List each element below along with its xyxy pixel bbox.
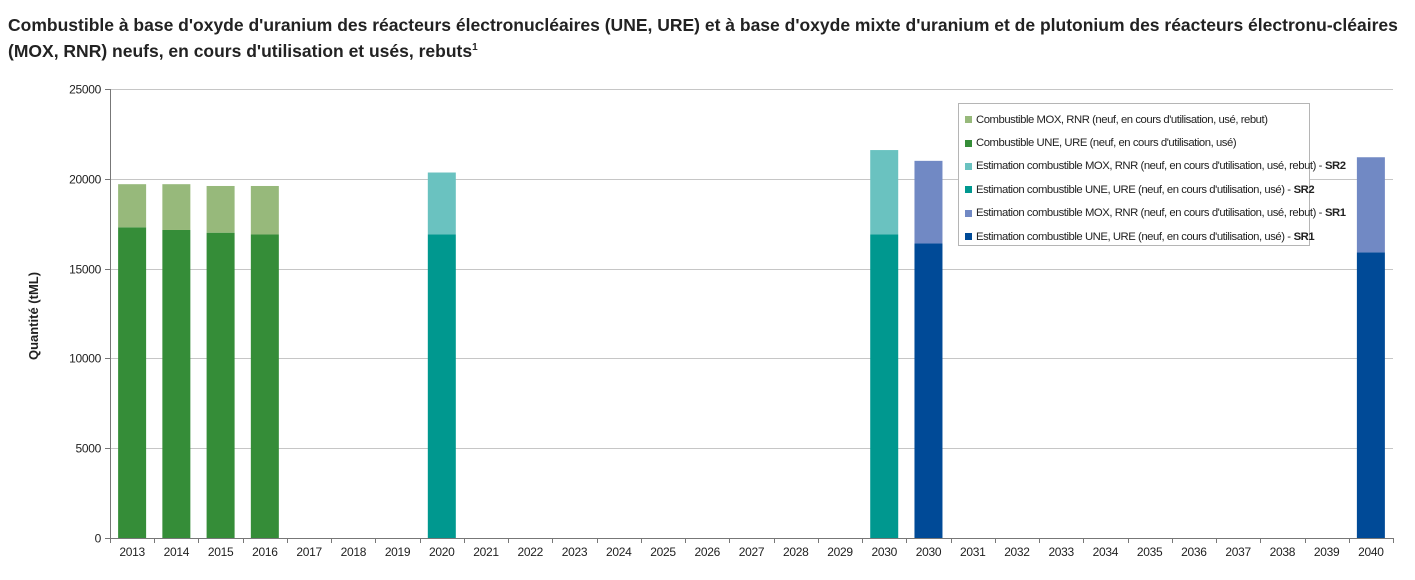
bar-segment (206, 232, 235, 538)
x-tick-label: 2030 (916, 545, 942, 559)
legend-scenario: SR1 (1324, 207, 1346, 220)
bar-segment (250, 234, 279, 539)
bar-segment (870, 234, 899, 539)
legend-item: Estimation combustible MOX, RNR (neuf, e… (965, 155, 1346, 178)
x-tick-label: 2036 (1181, 545, 1207, 559)
x-tick-label: 2027 (739, 545, 765, 559)
y-tick-label: 5000 (76, 442, 102, 456)
bar-segment (427, 234, 456, 539)
y-tick-label: 0 (95, 532, 102, 546)
footnote-marker: 1 (472, 42, 478, 54)
x-tick-label: 2024 (606, 545, 632, 559)
legend-item: Estimation combustible UNE, URE (neuf, e… (965, 178, 1315, 201)
bars (118, 150, 1385, 539)
legend-item: Combustible MOX, RNR (neuf, en cours d'u… (965, 108, 1303, 131)
y-axis-label: Quantité (tML) (26, 272, 41, 360)
legend-swatch (965, 209, 972, 217)
x-tick-label: 2014 (164, 545, 190, 559)
legend-item: Combustible UNE, URE (neuf, en cours d'u… (965, 131, 1303, 154)
bar-segment (118, 184, 147, 228)
x-tick-label: 2013 (119, 545, 145, 559)
bar-segment (870, 150, 899, 235)
x-tick-label: 2026 (695, 545, 721, 559)
x-tick-label: 2025 (650, 545, 676, 559)
y-tick-label: 10000 (69, 352, 101, 366)
legend-item: Estimation combustible MOX, RNR (neuf, e… (965, 202, 1346, 225)
x-tick-label: 2040 (1358, 545, 1384, 559)
x-tick-label: 2018 (341, 545, 367, 559)
gridlines (110, 89, 1393, 449)
x-tick-label: 2034 (1093, 545, 1119, 559)
x-tick-label: 2028 (783, 545, 809, 559)
y-tick-label: 20000 (69, 173, 101, 187)
legend-swatch (965, 233, 972, 241)
x-tick-label: 2020 (429, 545, 455, 559)
x-tick-label: 2021 (473, 545, 499, 559)
bar-segment (162, 184, 191, 230)
chart-title: Combustible à base d'oxyde d'uranium des… (8, 15, 1398, 61)
legend-label: Estimation combustible MOX, RNR (neuf, e… (976, 160, 1322, 173)
x-tick-label: 2029 (827, 545, 853, 559)
legend-label: Estimation combustible UNE, URE (neuf, e… (976, 183, 1291, 196)
bar-segment (250, 185, 279, 235)
bar-segment (1356, 252, 1385, 538)
bar-segment (914, 243, 943, 538)
x-tick-label: 2015 (208, 545, 234, 559)
bar-segment (206, 185, 235, 233)
x-tick-label: 2030 (871, 545, 897, 559)
legend-swatch (965, 116, 972, 124)
legend-label: Estimation combustible UNE, URE (neuf, e… (976, 230, 1291, 243)
x-tick-label: 2031 (960, 545, 986, 559)
x-tick-label: 2016 (252, 545, 278, 559)
x-tick-label: 2032 (1004, 545, 1030, 559)
x-tick-label: 2017 (296, 545, 322, 559)
bar-segment (914, 160, 943, 244)
legend-swatch (965, 162, 972, 170)
legend-label: Combustible MOX, RNR (neuf, en cours d'u… (976, 113, 1268, 126)
legend-swatch (965, 139, 972, 147)
axes: 0 5000 10000 15000 20000 25000 2013 2014 2015 201… (69, 83, 1394, 559)
x-tick-label: 2023 (562, 545, 588, 559)
legend-scenario: SR1 (1293, 230, 1315, 243)
legend-label: Estimation combustible MOX, RNR (neuf, e… (976, 207, 1322, 220)
x-tick-label: 2022 (518, 545, 544, 559)
bar-segment (118, 227, 147, 539)
x-tick-label: 2035 (1137, 545, 1163, 559)
legend-label: Combustible UNE, URE (neuf, en cours d'u… (976, 137, 1237, 150)
x-tick-label: 2019 (385, 545, 411, 559)
y-tick-label: 15000 (69, 263, 101, 277)
x-tick-label: 2038 (1270, 545, 1296, 559)
x-tick-label: 2033 (1048, 545, 1074, 559)
x-tick-label: 2037 (1225, 545, 1251, 559)
bar-segment (1356, 157, 1385, 253)
bar-segment (162, 229, 191, 539)
legend-scenario: SR2 (1293, 183, 1315, 196)
chart-legend: Combustible MOX, RNR (neuf, en cours d'u… (958, 103, 1346, 248)
y-tick-label: 25000 (69, 83, 101, 97)
legend-swatch (965, 186, 972, 194)
x-tick-label: 2039 (1314, 545, 1340, 559)
bar-segment (427, 172, 456, 235)
legend-scenario: SR2 (1324, 160, 1346, 173)
legend-item: Estimation combustible UNE, URE (neuf, e… (965, 225, 1315, 248)
